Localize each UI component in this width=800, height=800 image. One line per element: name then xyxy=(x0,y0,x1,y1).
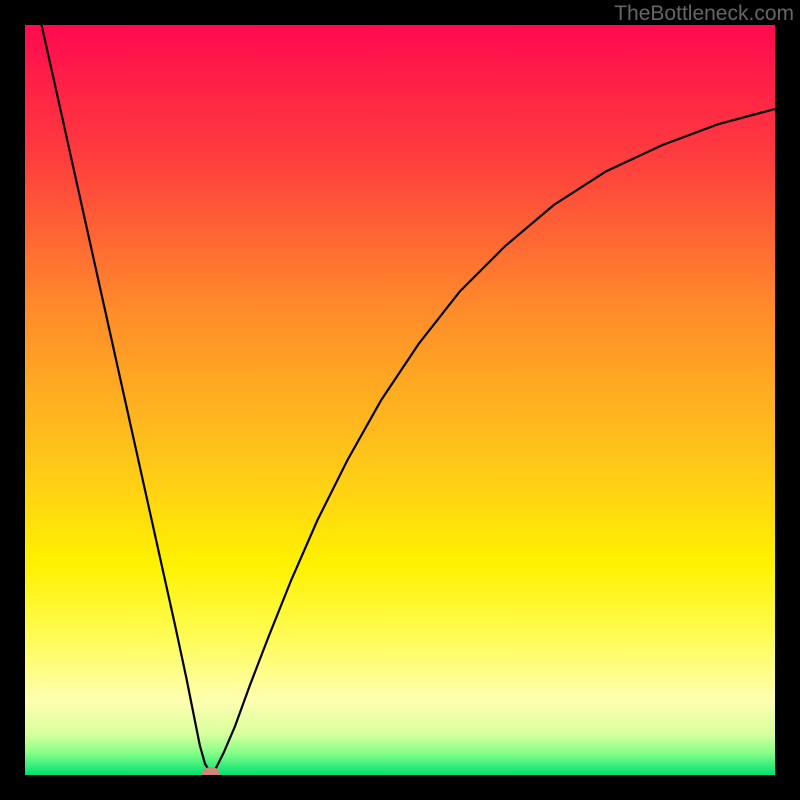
plot-area xyxy=(25,25,775,775)
minimum-marker xyxy=(202,767,220,776)
watermark-text: TheBottleneck.com xyxy=(614,2,794,26)
bottleneck-curve xyxy=(25,25,775,775)
